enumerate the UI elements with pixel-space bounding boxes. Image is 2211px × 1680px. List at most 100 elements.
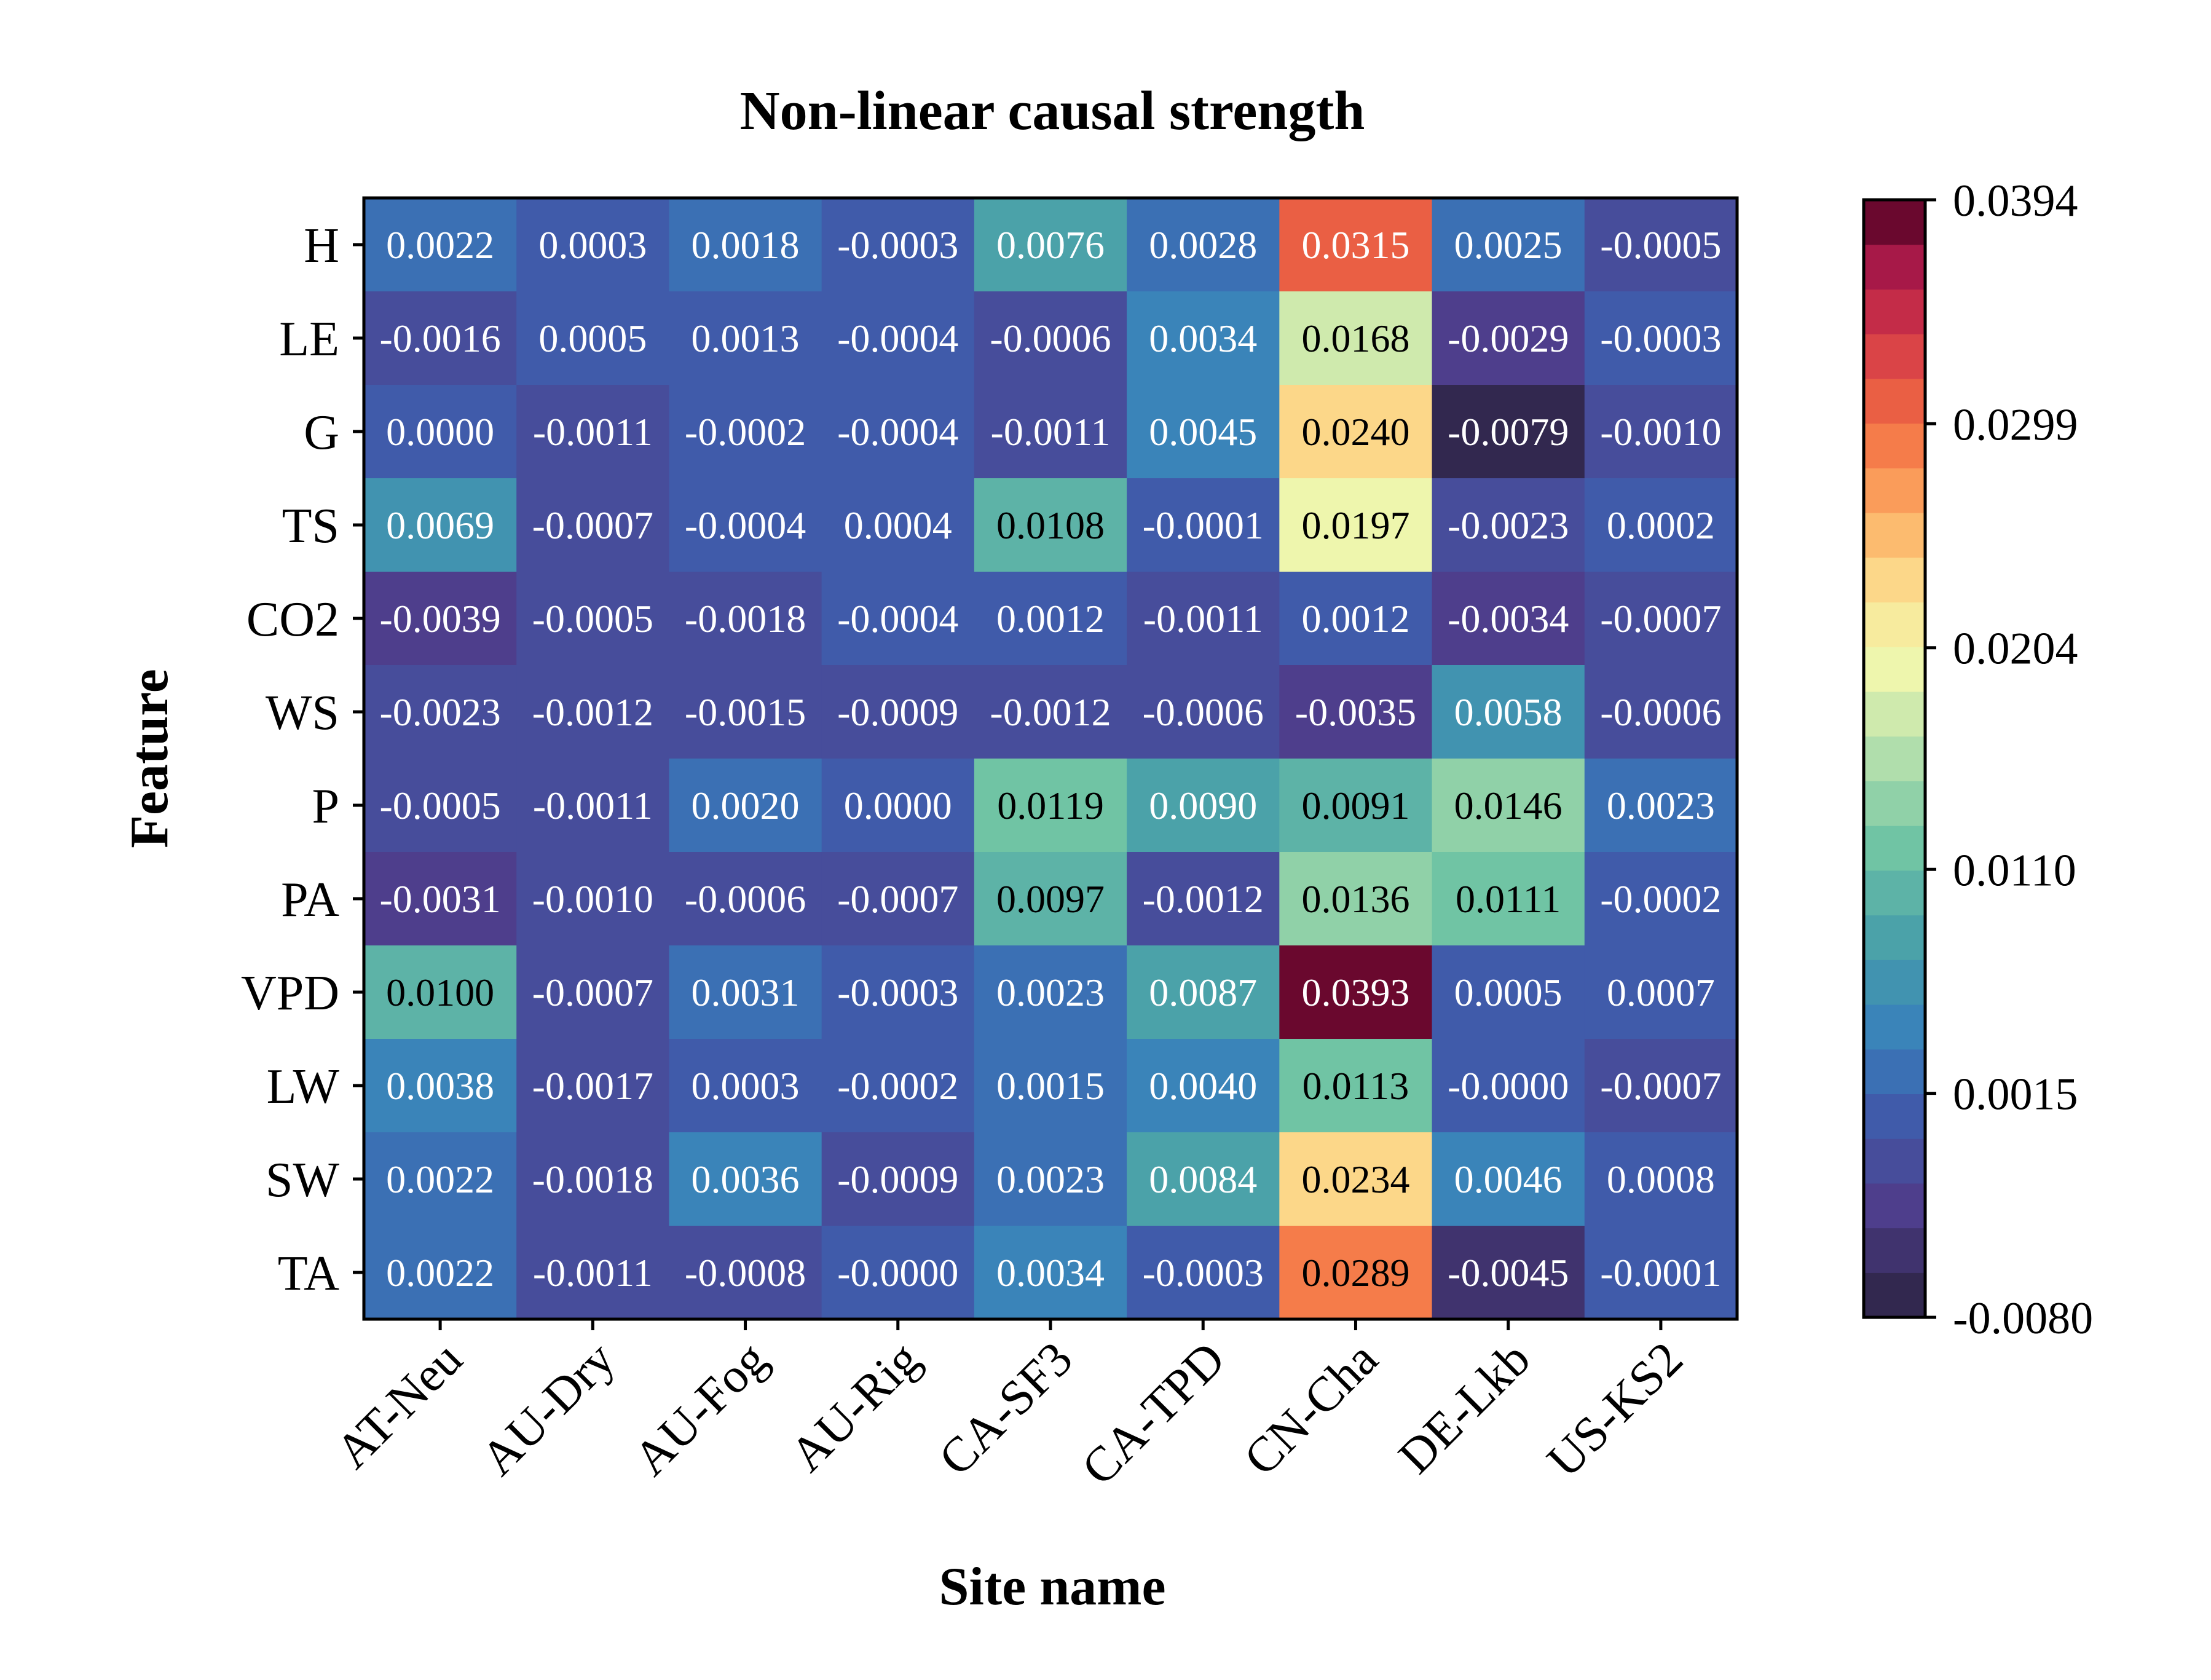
heatmap-cell (516, 759, 670, 853)
cell-value-label: -0.0007 (532, 971, 653, 1014)
heatmap-cell (974, 759, 1127, 853)
cell-value-label: 0.0289 (1301, 1251, 1409, 1295)
cell-value-label: 0.0025 (1454, 223, 1563, 267)
heatmap-cells (364, 198, 1738, 1320)
cell-value-label: 0.0005 (538, 317, 647, 360)
colorbar-segment (1864, 289, 1925, 334)
heatmap-cell (1584, 385, 1738, 479)
cell-value-label: 0.0045 (1149, 410, 1257, 454)
heatmap-cell (516, 198, 670, 292)
cell-value-label: -0.0006 (990, 317, 1111, 360)
cell-value-label: 0.0023 (996, 1157, 1105, 1201)
colorbar-segment (1864, 915, 1925, 960)
cell-value-label: 0.0076 (996, 223, 1105, 267)
heatmap-cell (1127, 478, 1280, 572)
cell-value-label: -0.0023 (379, 690, 500, 734)
cell-value-label: -0.0010 (532, 877, 653, 921)
cell-value-label: 0.0031 (692, 971, 800, 1014)
heatmap-cell (974, 291, 1127, 385)
cell-value-label: 0.0240 (1301, 410, 1409, 454)
cell-value-label: -0.0003 (1143, 1251, 1264, 1295)
cell-value-label: -0.0002 (685, 410, 806, 454)
y-tick-label: TS (282, 499, 339, 553)
cell-value-label: 0.0234 (1301, 1157, 1409, 1201)
heatmap-value-labels: 0.0022 0.0003 0.0018 -0.0003 0.0076 0.0028 0.0… (379, 223, 1721, 1295)
heatmap-cell (1432, 1132, 1585, 1226)
heatmap-cell (364, 198, 517, 292)
cell-value-label: 0.0003 (538, 223, 647, 267)
heatmap-cell (1279, 572, 1433, 666)
heatmap-cell (669, 198, 822, 292)
heatmap-cell (669, 1132, 822, 1226)
heatmap-cell (516, 665, 670, 759)
cell-value-label: 0.0036 (692, 1157, 800, 1201)
heatmap-cell (1279, 665, 1433, 759)
cell-value-label: -0.0035 (1295, 690, 1416, 734)
heatmap-cell (821, 385, 975, 479)
cell-value-label: 0.0046 (1454, 1157, 1563, 1201)
cell-value-label: -0.0079 (1448, 410, 1569, 454)
cell-value-label: 0.0119 (997, 784, 1104, 827)
heatmap-cell (821, 1132, 975, 1226)
cell-value-label: -0.0000 (837, 1251, 958, 1295)
cell-value-label: -0.0008 (685, 1251, 806, 1295)
cell-value-label: -0.0012 (1143, 877, 1264, 921)
cell-value-label: 0.0000 (386, 410, 494, 454)
colorbar-segment (1864, 1004, 1925, 1050)
heatmap-cell (364, 945, 517, 1039)
colorbar-segment (1864, 1049, 1925, 1094)
heatmap-cell (1584, 759, 1738, 853)
heatmap-cell (669, 478, 822, 572)
cell-value-label: -0.0001 (1600, 1251, 1721, 1295)
heatmap-cell (1432, 198, 1585, 292)
cell-value-label: -0.0005 (1600, 223, 1721, 267)
heatmap-cell (364, 1226, 517, 1320)
cell-value-label: 0.0168 (1301, 317, 1409, 360)
heatmap-cell (516, 852, 670, 946)
cell-value-label: -0.0004 (837, 410, 958, 454)
cell-value-label: -0.0034 (1448, 597, 1569, 641)
heatmap-cell (669, 759, 822, 853)
heatmap-cell (669, 1039, 822, 1133)
chart-title: Non-linear causal strength (740, 81, 1365, 141)
cell-value-label: 0.0007 (1607, 971, 1715, 1014)
cell-value-label: -0.0006 (685, 877, 806, 921)
heatmap-cell (364, 665, 517, 759)
cell-value-label: 0.0058 (1454, 690, 1563, 734)
colorbar-segment (1864, 826, 1925, 871)
colorbar-segment (1864, 960, 1925, 1005)
cell-value-label: 0.0000 (844, 784, 952, 827)
colorbar-tick-label: -0.0080 (1953, 1293, 2093, 1344)
heatmap-cell (364, 572, 517, 666)
cell-value-label: 0.0023 (1607, 784, 1715, 827)
cell-value-label: -0.0029 (1448, 317, 1569, 360)
y-tick-label: LE (279, 312, 339, 366)
cell-value-label: 0.0393 (1301, 971, 1409, 1014)
cell-value-label: -0.0011 (1143, 597, 1263, 641)
heatmap-cell (1279, 291, 1433, 385)
heatmap-cell (1584, 291, 1738, 385)
cell-value-label: -0.0006 (1143, 690, 1264, 734)
colorbar-tick-label: 0.0394 (1953, 176, 2078, 226)
heatmap-cell (1432, 478, 1585, 572)
heatmap-cell (364, 852, 517, 946)
heatmap-cell (669, 852, 822, 946)
heatmap-cell (1432, 852, 1585, 946)
cell-value-label: -0.0004 (837, 317, 958, 360)
colorbar-segment (1864, 647, 1925, 692)
y-tick-label: WS (266, 686, 339, 740)
heatmap-cell (516, 385, 670, 479)
heatmap-cell (1127, 759, 1280, 853)
cell-value-label: -0.0007 (837, 877, 958, 921)
colorbar-frame (1862, 198, 1927, 1319)
heatmap-cell (821, 945, 975, 1039)
colorbar-segment (1864, 468, 1925, 513)
cell-value-label: 0.0022 (386, 1251, 494, 1295)
heatmap-cell (1432, 1226, 1585, 1320)
y-tick-label: TA (278, 1247, 339, 1301)
colorbar-segment (1864, 1183, 1925, 1229)
heatmap-cell (1279, 1132, 1433, 1226)
y-tick-label: CO2 (246, 593, 339, 647)
heatmap-cell (974, 198, 1127, 292)
